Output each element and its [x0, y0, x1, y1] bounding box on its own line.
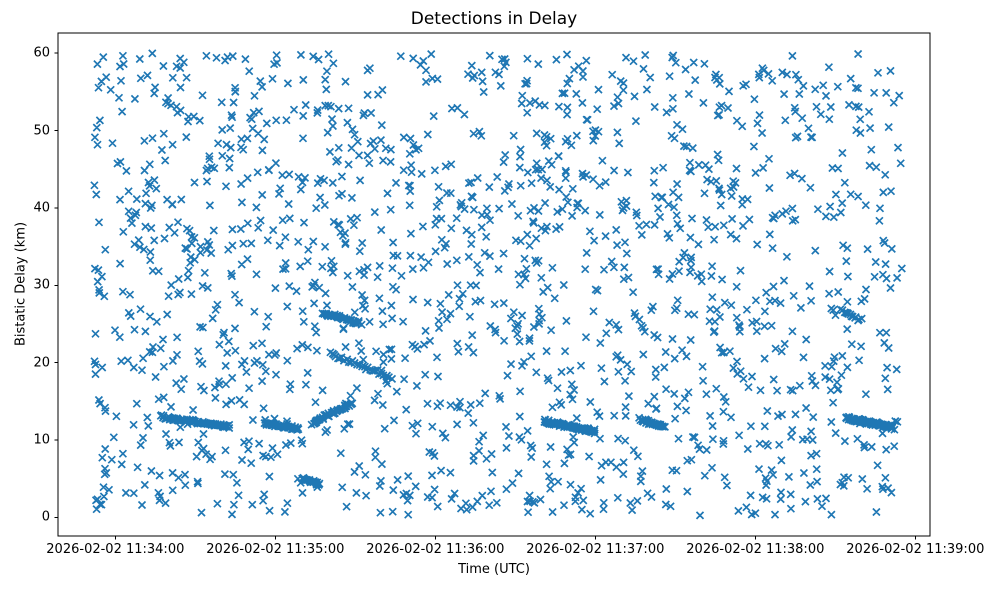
x-tick-label: 2026-02-02 11:38:00 — [686, 542, 825, 557]
axes-frame — [57, 32, 931, 537]
x-tick-label: 2026-02-02 11:39:00 — [846, 542, 985, 557]
y-tick-label: 0 — [41, 509, 50, 525]
x-tick-label: 2026-02-02 11:35:00 — [206, 542, 345, 557]
y-tick-label: 20 — [33, 355, 50, 371]
x-axis-label: Time (UTC) — [458, 562, 530, 577]
x-tick-label: 2026-02-02 11:34:00 — [46, 542, 185, 557]
y-tick-label: 30 — [33, 277, 50, 293]
y-tick-label: 50 — [33, 123, 50, 138]
y-tick-label: 40 — [33, 200, 50, 216]
y-tick-label: 10 — [33, 432, 50, 448]
x-tick-label: 2026-02-02 11:36:00 — [366, 542, 505, 557]
x-tick-label: 2026-02-02 11:37:00 — [526, 542, 665, 557]
scatter-points — [90, 49, 906, 520]
chart-title: Detections in Delay — [410, 9, 578, 29]
y-tick-label: 60 — [33, 45, 50, 61]
